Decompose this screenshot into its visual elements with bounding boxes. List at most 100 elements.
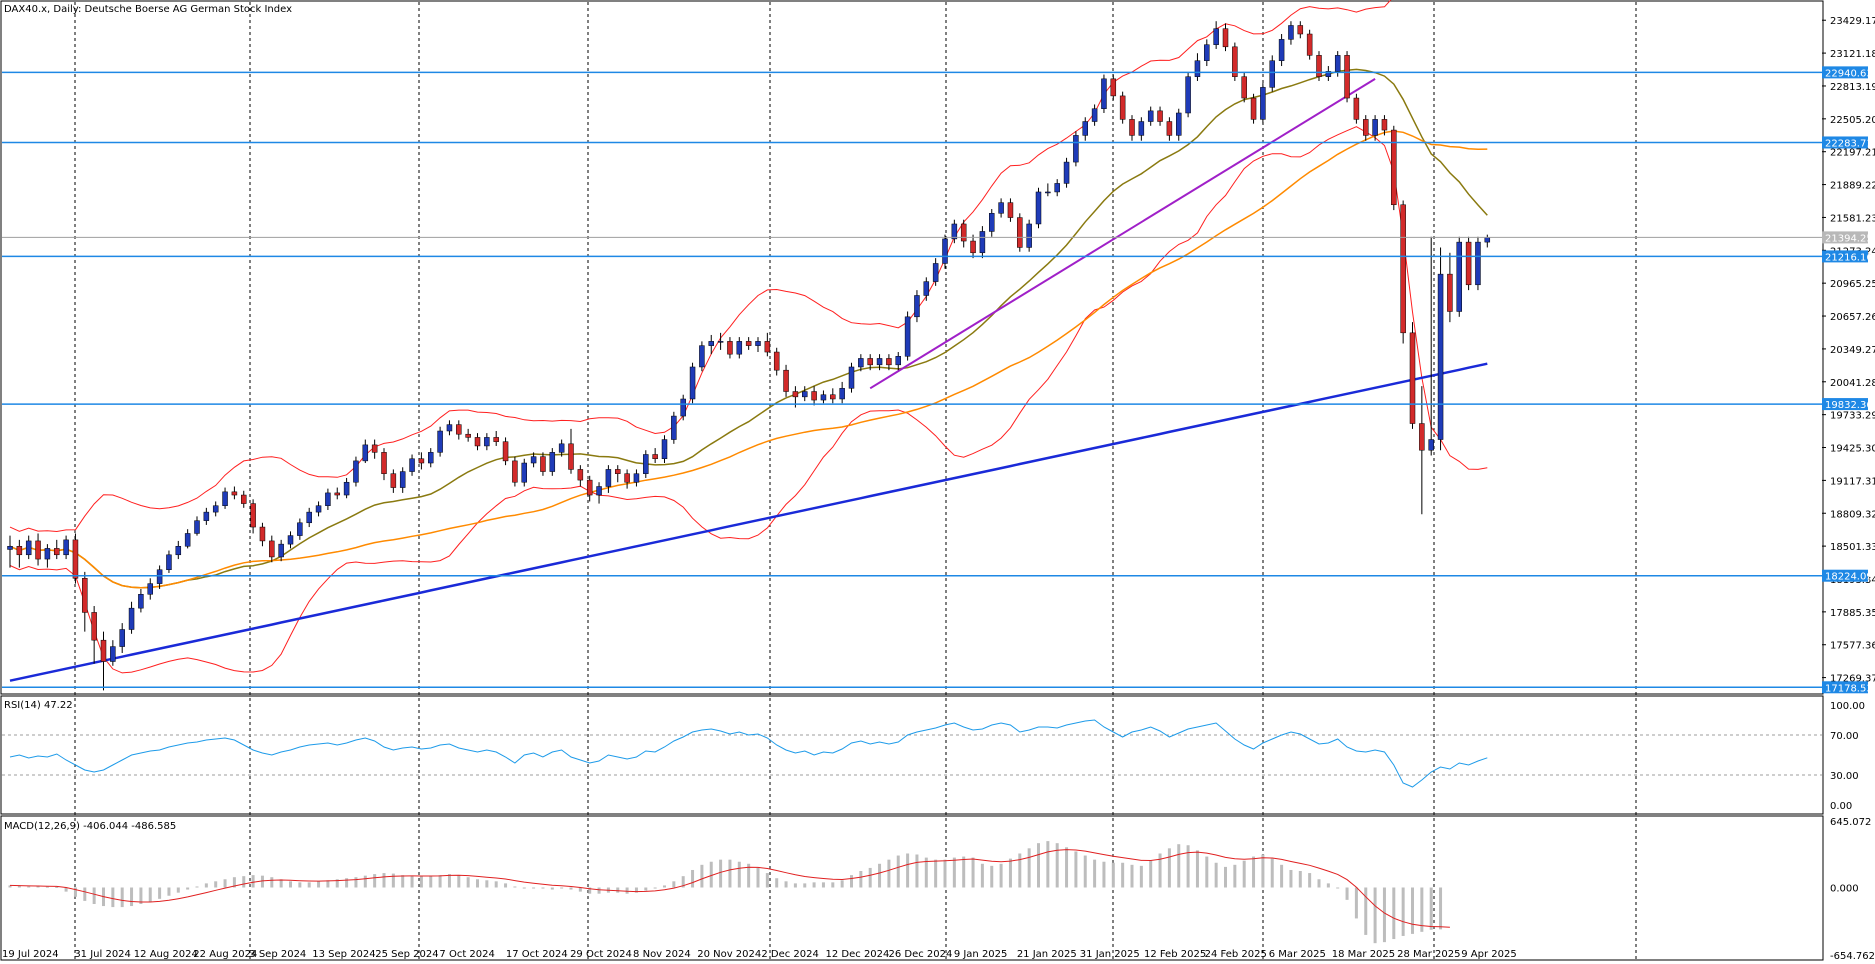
macd-bar <box>878 863 882 888</box>
time-label: 6 Mar 2025 <box>1269 949 1326 960</box>
macd-bar <box>999 863 1003 888</box>
macd-bar <box>1130 864 1134 888</box>
macd-bar <box>1046 841 1050 888</box>
candle-body <box>1129 119 1135 136</box>
candle-body <box>932 263 939 282</box>
macd-bar <box>906 853 910 888</box>
candle-body <box>1465 241 1472 286</box>
sma-long-line <box>9 362 1488 682</box>
time-label: 19 Jul 2024 <box>2 949 59 960</box>
candle-body <box>699 345 705 368</box>
macd-bar <box>1345 887 1349 900</box>
time-label: 9 Apr 2025 <box>1461 949 1516 960</box>
macd-bar <box>812 882 816 888</box>
candle-body <box>203 511 210 521</box>
macd-bar <box>167 887 171 896</box>
macd-bar <box>681 876 685 888</box>
level-tag-label: 17178.53 <box>1825 683 1873 694</box>
rsi-pane-frame <box>0 695 1824 815</box>
candle-body <box>44 548 51 560</box>
macd-bar <box>504 883 508 888</box>
candle-body <box>428 452 434 464</box>
macd-bar <box>270 877 274 888</box>
candle-body <box>1241 76 1247 99</box>
macd-bar <box>204 883 208 888</box>
sma-medium-line <box>9 130 1488 589</box>
price-label: 22197.21 <box>1830 148 1875 159</box>
level-tag <box>1822 569 1868 582</box>
macd-bar <box>1177 844 1181 888</box>
price-label: 19425.30 <box>1830 444 1875 455</box>
candle-body <box>755 341 761 346</box>
macd-bar <box>578 887 582 892</box>
macd-bar <box>616 887 620 893</box>
candle-body <box>306 511 312 524</box>
macd-bar <box>1121 862 1125 888</box>
price-label: 20041.28 <box>1830 378 1875 389</box>
macd-bar <box>541 887 545 889</box>
macd-tick-label: 0.000 <box>1830 884 1859 895</box>
macd-bar <box>765 873 769 888</box>
candle-body <box>839 388 845 400</box>
time-label: 20 Nov 2024 <box>697 949 761 960</box>
candle-body <box>1035 191 1042 225</box>
candle-body <box>1119 95 1126 120</box>
macd-bar <box>990 865 994 888</box>
macd-bar <box>1037 843 1040 888</box>
candle-body <box>35 540 41 560</box>
candle-body <box>334 492 340 496</box>
candle-body <box>25 540 32 556</box>
candle-body <box>1316 55 1322 77</box>
macd-bar <box>775 878 779 888</box>
candle-body <box>1428 439 1434 451</box>
candle-body <box>91 612 97 641</box>
candle-body <box>1306 33 1313 56</box>
candle-body <box>558 443 565 453</box>
price-label: 18501.33 <box>1830 542 1875 553</box>
candle-body <box>802 391 808 398</box>
horizontal-levels[interactable]: 22940.63 22283.71 21216.16 19832.36 18224.09… <box>2 66 1873 694</box>
candle-body <box>904 316 911 357</box>
macd-bar <box>1298 871 1302 888</box>
candle-body <box>446 424 453 432</box>
candle-body <box>371 444 378 453</box>
macd-bar <box>1149 860 1153 888</box>
macd-bar <box>821 882 825 888</box>
macd-bar <box>513 886 517 888</box>
macd-bar <box>438 875 442 888</box>
candle-body <box>596 486 602 496</box>
time-label: 21 Jan 2025 <box>1017 949 1077 960</box>
candle-body <box>1166 121 1173 136</box>
macd-bar <box>494 881 498 888</box>
macd-bar <box>1186 845 1190 888</box>
time-label: 18 Mar 2025 <box>1332 949 1395 960</box>
macd-bar <box>1354 887 1358 919</box>
candle-body <box>1017 217 1023 248</box>
rsi-header: RSI(14) 47.22 <box>4 700 73 711</box>
macd-bar <box>232 877 236 888</box>
candle-body <box>16 546 23 556</box>
macd-bar <box>298 882 302 888</box>
macd-bar <box>691 869 695 888</box>
macd-bar <box>747 863 751 888</box>
candle-body <box>530 456 537 464</box>
candle-body <box>708 341 714 346</box>
candle-body <box>1026 223 1032 248</box>
candle-body <box>100 639 107 662</box>
level-tag <box>1822 398 1868 411</box>
macd-bar <box>83 887 87 901</box>
macd-bar <box>1055 843 1059 888</box>
macd-bar <box>644 887 648 891</box>
candle-body <box>175 546 182 556</box>
candle-body <box>362 444 369 462</box>
candle-body <box>474 437 481 447</box>
candle-body <box>54 548 60 556</box>
candle-body <box>867 358 873 366</box>
candle-body <box>1278 39 1285 61</box>
level-tag-label: 19832.36 <box>1825 400 1873 411</box>
macd-bar <box>130 887 134 907</box>
macd-bar <box>373 874 377 888</box>
candle-body <box>764 341 771 353</box>
macd-bar <box>401 875 405 888</box>
candle-body <box>680 398 686 417</box>
